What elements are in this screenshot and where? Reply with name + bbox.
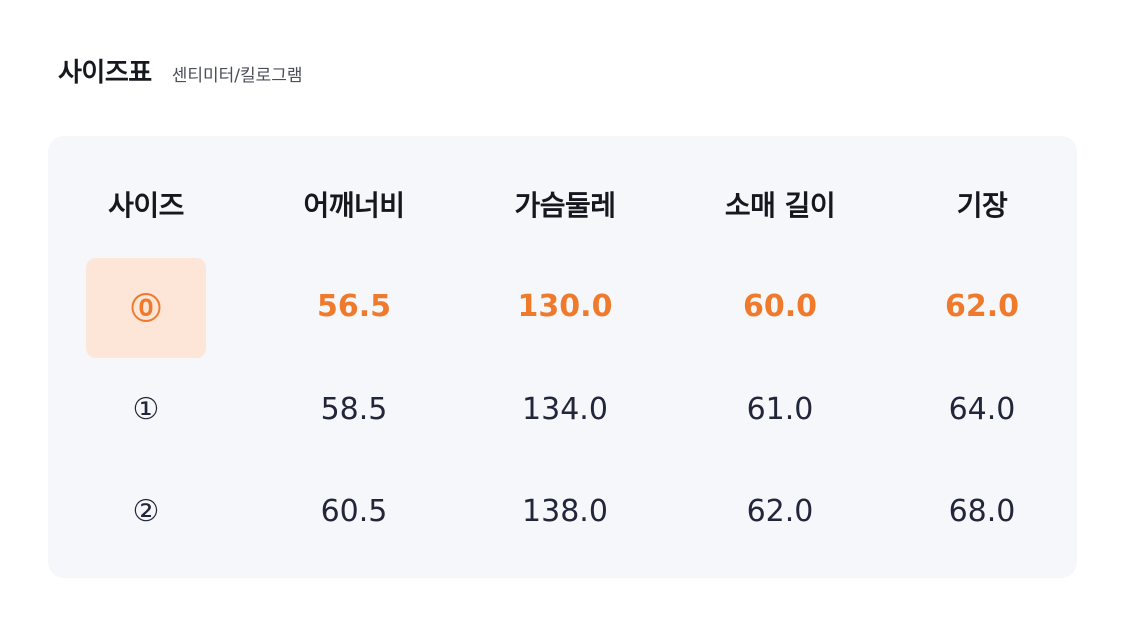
shoulder-value: 56.5 (316, 288, 392, 324)
chest-value: 130.0 (517, 288, 613, 324)
column-header-chest: 가슴둘레 (514, 189, 616, 222)
sleeve-value: 62.0 (746, 493, 814, 529)
length-value: 62.0 (944, 288, 1020, 324)
size-option-0[interactable]: ⓪ (131, 292, 161, 327)
size-option-1[interactable]: ① (132, 391, 160, 427)
unit-label: 센티미터/킬로그램 (171, 66, 303, 86)
column-header-sleeve: 소매 길이 (724, 189, 836, 222)
page-header: 사이즈표 센티미터/킬로그램 (58, 52, 303, 89)
column-header-shoulder: 어깨너비 (303, 189, 405, 222)
size-chart-table: 사이즈 어깨너비 가슴둘레 소매 길이 기장 ⓪ 56.5 130.0 60.0… (48, 136, 1077, 578)
column-header-length: 기장 (956, 189, 1008, 222)
shoulder-value: 58.5 (320, 391, 388, 427)
table-header-row: 사이즈 어깨너비 가슴둘레 소매 길이 기장 (48, 174, 1077, 234)
sleeve-value: 60.0 (742, 288, 818, 324)
selected-size-highlight (86, 258, 206, 358)
table-row[interactable]: ① 58.5 134.0 61.0 64.0 (48, 379, 1077, 439)
chest-value: 138.0 (522, 493, 608, 529)
chest-value: 134.0 (522, 391, 608, 427)
shoulder-value: 60.5 (320, 493, 388, 529)
column-header-size: 사이즈 (108, 189, 184, 222)
length-value: 68.0 (948, 493, 1016, 529)
table-row[interactable]: ⓪ 56.5 130.0 60.0 62.0 (48, 258, 1077, 358)
page-title: 사이즈표 (58, 58, 152, 88)
length-value: 64.0 (948, 391, 1016, 427)
sleeve-value: 61.0 (746, 391, 814, 427)
size-option-2[interactable]: ② (132, 493, 160, 529)
table-row[interactable]: ② 60.5 138.0 62.0 68.0 (48, 481, 1077, 541)
